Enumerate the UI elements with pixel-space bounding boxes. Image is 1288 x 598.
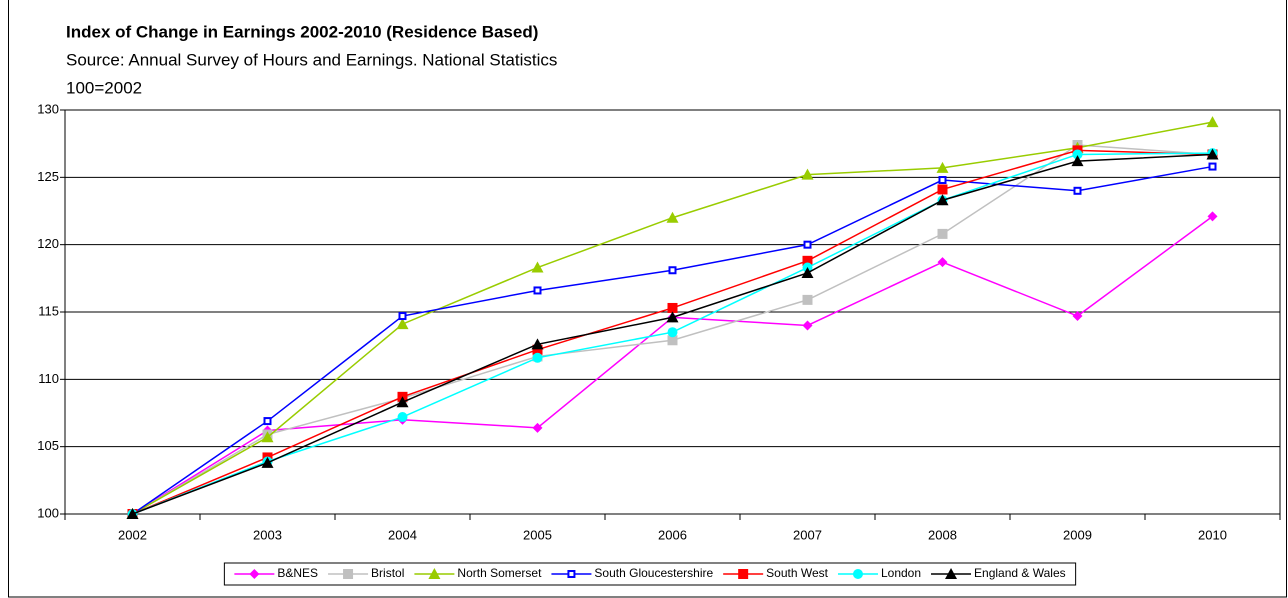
- x-tick-label: 2005: [523, 527, 552, 542]
- marker: [802, 255, 813, 266]
- x-tick-label: 2007: [793, 527, 822, 542]
- marker: [937, 184, 948, 195]
- marker: [802, 320, 813, 331]
- y-tick-label: 130: [37, 101, 59, 116]
- marker: [936, 161, 949, 173]
- y-tick-label: 105: [37, 438, 59, 453]
- x-tick-label: 2006: [658, 527, 687, 542]
- marker: [398, 312, 407, 321]
- marker: [126, 508, 139, 519]
- legend-item: North Somerset: [414, 566, 542, 580]
- legend-label: B&NES: [277, 566, 318, 580]
- legend-marker: [567, 570, 576, 578]
- marker: [937, 257, 948, 268]
- marker: [801, 266, 814, 278]
- marker: [801, 168, 814, 180]
- series: [126, 148, 1219, 519]
- marker: [666, 311, 679, 323]
- marker: [667, 327, 678, 338]
- legend-marker: [852, 569, 863, 579]
- marker: [1072, 311, 1083, 322]
- marker: [1206, 148, 1219, 160]
- legend-label: Bristol: [371, 566, 404, 580]
- marker: [803, 240, 812, 249]
- legend-label: South Gloucestershire: [594, 566, 713, 580]
- marker: [938, 176, 947, 185]
- legend-item: South West: [723, 566, 829, 580]
- legend-item: London: [837, 566, 921, 580]
- marker: [1207, 211, 1218, 222]
- marker: [936, 194, 949, 206]
- legend-item: B&NES: [234, 566, 318, 580]
- chart-subtitle: Source: Annual Survey of Hours and Earni…: [66, 50, 557, 69]
- marker: [666, 211, 679, 223]
- y-tick-label: 100: [37, 505, 59, 520]
- marker: [396, 318, 409, 330]
- x-tick-label: 2004: [388, 527, 417, 542]
- marker: [1206, 116, 1219, 128]
- chart-note: 100=2002: [66, 78, 142, 97]
- y-tick-label: 125: [37, 169, 59, 184]
- chart-title: Index of Change in Earnings 2002-2010 (R…: [66, 22, 538, 41]
- series: [128, 162, 1217, 518]
- marker: [261, 456, 274, 468]
- legend-label: England & Wales: [974, 566, 1066, 580]
- marker: [532, 352, 543, 363]
- marker: [667, 335, 678, 346]
- marker: [261, 431, 274, 443]
- marker: [667, 302, 678, 313]
- marker: [532, 344, 543, 355]
- legend-label: North Somerset: [457, 566, 542, 580]
- legend-label: South West: [766, 566, 828, 580]
- y-tick-label: 110: [38, 371, 59, 386]
- marker: [1071, 155, 1084, 167]
- marker: [802, 294, 813, 305]
- marker: [532, 422, 543, 433]
- marker: [531, 338, 544, 350]
- marker: [397, 412, 408, 423]
- x-tick-label: 2010: [1198, 527, 1227, 542]
- marker: [396, 396, 409, 408]
- legend-item: Bristol: [328, 566, 404, 580]
- legend-box: [223, 562, 1077, 586]
- legend-item: England & Wales: [931, 566, 1066, 580]
- marker: [531, 261, 544, 273]
- marker: [1208, 162, 1217, 171]
- marker: [668, 266, 677, 275]
- marker: [937, 228, 948, 239]
- marker: [1072, 149, 1083, 160]
- x-tick-label: 2002: [118, 527, 147, 542]
- legend-label: London: [881, 566, 921, 580]
- x-tick-label: 2009: [1063, 527, 1092, 542]
- legend: B&NES Bristol North Somerset South Gloucest…: [223, 562, 1077, 586]
- marker: [263, 417, 272, 426]
- legend-marker: [249, 569, 260, 579]
- y-tick-label: 115: [38, 303, 59, 318]
- legend-item: South Gloucestershire: [551, 566, 713, 580]
- y-tick-label: 120: [37, 236, 59, 251]
- x-tick-label: 2008: [928, 527, 957, 542]
- legend-marker: [343, 569, 354, 579]
- marker: [533, 286, 542, 295]
- legend-marker: [428, 568, 441, 579]
- legend-marker: [945, 568, 958, 579]
- x-tick-label: 2003: [253, 527, 282, 542]
- marker: [1073, 186, 1082, 195]
- legend-marker: [738, 569, 749, 579]
